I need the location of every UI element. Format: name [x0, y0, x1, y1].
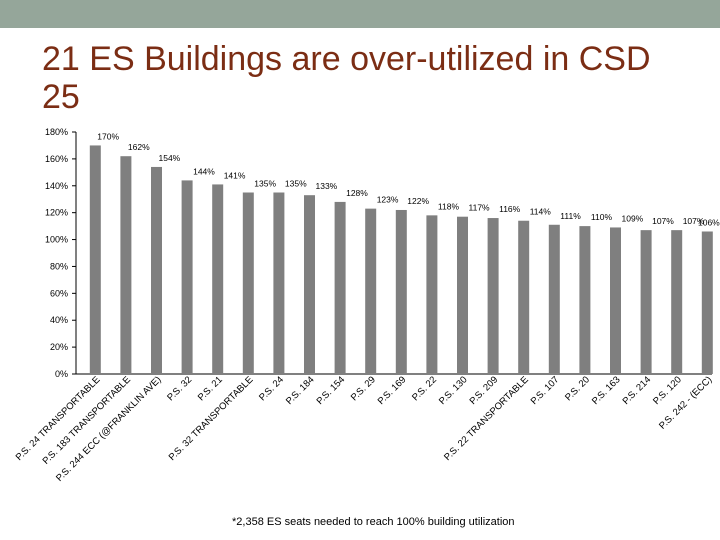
footnote: *2,358 ES seats needed to reach 100% bui…: [232, 516, 515, 528]
bar: [640, 230, 652, 374]
data-label: 117%: [469, 203, 491, 213]
bar: [365, 208, 377, 374]
y-tick-label: 180%: [45, 127, 68, 137]
slide-title: 21 ES Buildings are over-utilized in CSD…: [42, 40, 651, 116]
data-label: 154%: [159, 153, 181, 163]
y-tick-label: 160%: [45, 154, 68, 164]
bars: [89, 145, 713, 374]
bar: [334, 201, 346, 374]
x-tick-label: P.S. 184: [284, 374, 317, 407]
x-tick-label: P.S. 24: [257, 374, 286, 403]
x-tick-label: P.S. 20: [563, 374, 592, 403]
bar: [273, 192, 285, 374]
data-label: 111%: [560, 211, 581, 221]
data-label: 107%: [652, 216, 674, 226]
y-tick-label: 60%: [50, 288, 68, 298]
y-tick-label: 40%: [50, 315, 68, 325]
x-tick-label: P.S. 163: [590, 374, 623, 407]
bar: [151, 166, 162, 374]
data-label: 170%: [97, 131, 119, 141]
x-tick-label: P.S. 32: [165, 374, 194, 403]
x-tick-label: P.S. 29: [349, 374, 378, 403]
data-label: 107%: [683, 216, 705, 226]
x-tick-label: P.S. 130: [437, 374, 470, 407]
x-tick-label: P.S. 242 - (ECC): [657, 374, 714, 431]
data-label: 162%: [128, 142, 150, 152]
y-tick-label: 20%: [50, 342, 68, 352]
x-tick-label: P.S. 154: [315, 374, 348, 407]
data-label: 135%: [285, 179, 307, 189]
value-labels: 170% 162% 154% 144% 141% 135% 135% 133% 128% 123%…: [97, 131, 720, 227]
y-tick-label: 0%: [55, 369, 68, 379]
bar: [548, 224, 560, 374]
bar: [120, 156, 132, 374]
data-label: 123%: [377, 195, 399, 205]
bar: [181, 180, 193, 374]
bar: [579, 226, 591, 374]
y-tick-label: 100%: [45, 235, 68, 245]
y-tick-label: 120%: [45, 208, 68, 218]
data-label: 144%: [193, 166, 215, 176]
bar: [701, 231, 713, 374]
header-bar: [0, 0, 720, 28]
x-tick-label: P.S. 214: [621, 374, 654, 407]
bar: [426, 215, 438, 374]
data-label: 135%: [254, 179, 276, 189]
bar: [457, 216, 468, 374]
data-label: 122%: [407, 196, 429, 206]
x-tick-label: P.S. 21: [196, 374, 225, 403]
data-label: 109%: [622, 213, 644, 223]
y-tick-label: 80%: [50, 261, 68, 271]
x-tick-label: P.S. 169: [376, 374, 409, 407]
bar: [212, 184, 224, 374]
x-tick-label: P.S. 22: [410, 374, 439, 403]
data-label: 110%: [591, 212, 613, 222]
bar: [671, 230, 683, 374]
bar: [610, 227, 621, 374]
y-tick-label: 140%: [45, 181, 68, 191]
bar: [487, 218, 499, 374]
data-label: 128%: [346, 188, 368, 198]
x-tick-label: P.S. 107: [529, 374, 562, 407]
data-label: 106%: [698, 217, 720, 227]
bar: [518, 220, 530, 374]
data-label: 141%: [224, 170, 246, 180]
data-label: 118%: [438, 201, 460, 211]
bar: [395, 209, 407, 374]
data-label: 114%: [530, 207, 552, 217]
data-label: 116%: [499, 204, 521, 214]
bar: [242, 192, 254, 374]
bar: [89, 145, 101, 374]
bar: [304, 195, 315, 374]
data-label: 133%: [316, 181, 338, 191]
